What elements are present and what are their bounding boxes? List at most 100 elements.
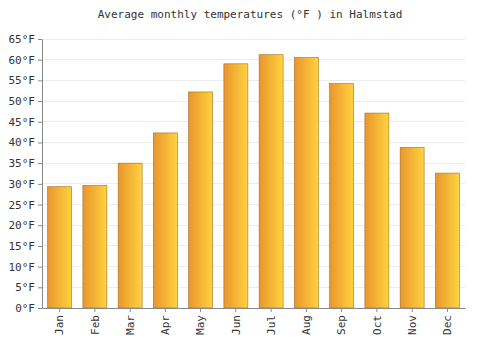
tick: Oct [371, 308, 384, 335]
tick: Dec [441, 308, 454, 335]
grid-line [42, 39, 465, 40]
tick: 10°F [9, 261, 43, 274]
tick-label: Feb [89, 315, 102, 335]
bar [48, 187, 72, 308]
tick-label: 30°F [9, 178, 36, 191]
tick-mark [38, 246, 42, 247]
grid-line [42, 121, 465, 122]
tick-mark [447, 308, 448, 312]
bar [330, 84, 354, 308]
bar [435, 173, 459, 308]
tick-label: 5°F [15, 281, 35, 294]
grid-line [42, 101, 465, 102]
tick-label: 65°F [9, 33, 36, 46]
title: Average monthly temperatures (°F ) in Ha… [98, 8, 403, 21]
tick-mark [38, 205, 42, 206]
tick: 40°F [9, 136, 43, 149]
tick: 30°F [9, 178, 43, 191]
y-axis: 0°F 5°F 10°F 15°F 20°F 25°F 30°F 35°F 40°F 45°F 50… [9, 33, 43, 315]
tick: Aug [300, 308, 313, 335]
tick-mark [38, 225, 42, 226]
tick: 55°F [9, 74, 43, 87]
tick-mark [38, 101, 42, 102]
tick-mark [235, 308, 236, 312]
tick-label: Mar [124, 315, 137, 335]
bar [294, 58, 318, 308]
tick: 50°F [9, 95, 43, 108]
tick-mark [38, 184, 42, 185]
tick-mark [306, 308, 307, 312]
tick: Apr [159, 308, 172, 335]
tick-label: Nov [406, 315, 419, 335]
bars [48, 55, 460, 308]
tick-label: 45°F [9, 116, 36, 129]
tick-mark [38, 287, 42, 288]
tick-label: 50°F [9, 95, 36, 108]
tick: Mar [124, 308, 137, 335]
tick-mark [376, 308, 377, 312]
grid-line [42, 59, 465, 60]
tick: Jul [265, 308, 278, 335]
tick: 15°F [9, 240, 43, 253]
tick-mark [38, 267, 42, 268]
bar [189, 92, 213, 308]
tick: 25°F [9, 199, 43, 212]
tick: 35°F [9, 157, 43, 170]
tick: 45°F [9, 116, 43, 129]
axis-line [43, 308, 466, 309]
bar [365, 113, 389, 308]
tick-label: 60°F [9, 54, 36, 67]
tick: May [194, 308, 207, 335]
tick-label: 20°F [9, 219, 36, 232]
chart: 0°F 5°F 10°F 15°F 20°F 25°F 30°F 35°F 40°F 45°F 50… [0, 0, 500, 350]
tick: Feb [89, 308, 102, 335]
tick: Sep [335, 308, 348, 335]
tick-mark [200, 308, 201, 312]
tick: Jan [53, 308, 66, 335]
tick-mark [271, 308, 272, 312]
tick-mark [38, 308, 42, 309]
bar [83, 186, 107, 308]
tick-mark [38, 122, 42, 123]
tick-label: 35°F [9, 157, 36, 170]
tick-mark [38, 142, 42, 143]
tick: 0°F [15, 302, 42, 315]
tick-mark [38, 80, 42, 81]
bar [224, 64, 248, 308]
tick-mark [412, 308, 413, 312]
tick-label: 55°F [9, 74, 36, 87]
tick-label: 0°F [15, 302, 35, 315]
tick-mark [38, 39, 42, 40]
grid-line [42, 80, 465, 81]
tick-mark [38, 163, 42, 164]
tick-label: Jun [230, 315, 243, 335]
tick-label: May [194, 315, 207, 335]
axis-line [42, 40, 43, 309]
tick: 60°F [9, 54, 43, 67]
tick-label: Oct [371, 315, 384, 335]
tick-mark [38, 60, 42, 61]
bar [259, 55, 283, 308]
tick-label: Dec [441, 315, 454, 335]
tick-label: Sep [335, 315, 348, 335]
tick-mark [130, 308, 131, 312]
grid-line [42, 142, 465, 143]
tick: 65°F [9, 33, 43, 46]
tick-label: Jul [265, 315, 278, 335]
tick-mark [94, 308, 95, 312]
tick: Nov [406, 308, 419, 335]
tick: 20°F [9, 219, 43, 232]
tick-label: 10°F [9, 261, 36, 274]
tick-label: 25°F [9, 199, 36, 212]
tick-label: Jan [53, 315, 66, 335]
tick-label: 15°F [9, 240, 36, 253]
tick: 5°F [15, 281, 42, 294]
bar [153, 133, 177, 308]
tick-label: 40°F [9, 136, 36, 149]
tick: Jun [230, 308, 243, 335]
tick-label: Aug [300, 315, 313, 335]
bar [118, 163, 142, 308]
tick-mark [59, 308, 60, 312]
bar [400, 147, 424, 308]
x-axis: Jan Feb Mar Apr May Jun Jul Aug Sep Oct Nov Dec [43, 308, 466, 335]
